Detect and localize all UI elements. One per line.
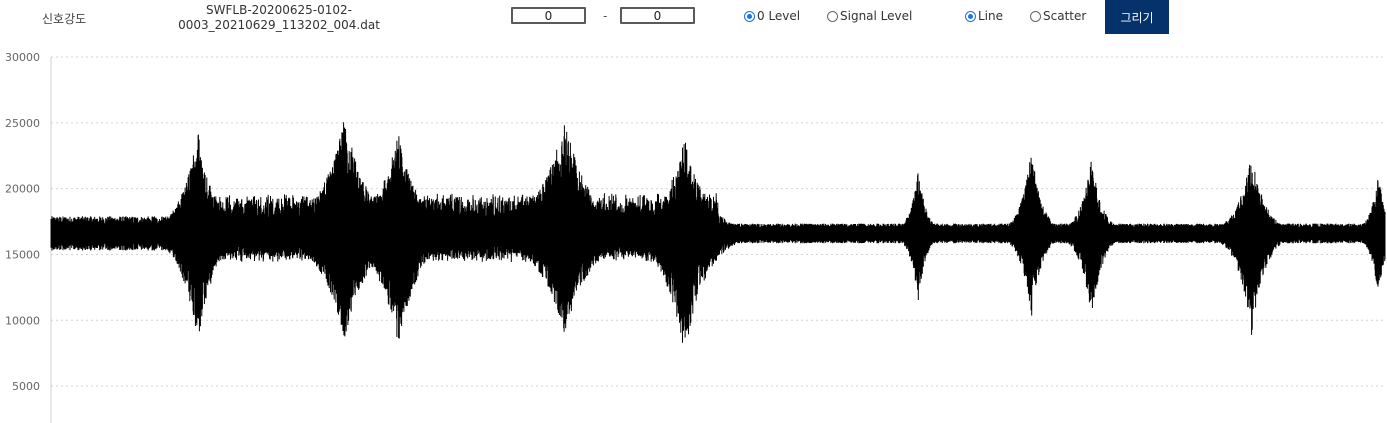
range-start-input[interactable] [511, 7, 586, 24]
y-tick-label: 30000 [5, 51, 40, 64]
y-tick-label: 25000 [5, 117, 40, 130]
signal-level-label: Signal Level [840, 9, 913, 23]
file-name: SWFLB-20200625-0102-0003_20210629_113202… [178, 3, 380, 32]
line-label: Line [978, 9, 1004, 23]
draw-button[interactable]: 그리기 [1105, 0, 1169, 34]
range-end-input[interactable] [620, 7, 695, 24]
signal-strength-label: 신호강도 [42, 12, 87, 26]
radio-selected-icon [965, 10, 976, 22]
radio-unselected-icon [827, 10, 838, 22]
range-separator: - [603, 9, 608, 23]
y-tick-label: 10000 [5, 314, 40, 327]
y-tick-label: 20000 [5, 183, 40, 196]
y-tick-label: 5000 [12, 380, 40, 393]
zero-level-label: 0 Level [757, 9, 801, 23]
y-tick-label: 15000 [5, 248, 40, 261]
zero-level-radio[interactable]: 0 Level [744, 9, 800, 23]
signal-series-line [50, 122, 1386, 343]
radio-unselected-icon [1030, 10, 1041, 22]
scatter-radio[interactable]: Scatter [1030, 9, 1086, 23]
signal-chart: 30000 25000 20000 15000 10000 5000 [5, 51, 1386, 423]
signal-level-radio[interactable]: Signal Level [827, 9, 912, 23]
line-radio[interactable]: Line [965, 9, 1003, 23]
scatter-label: Scatter [1043, 9, 1087, 23]
toolbar: 신호강도 SWFLB-20200625-0102-0003_20210629_1… [0, 0, 1387, 40]
radio-selected-icon [744, 10, 755, 22]
